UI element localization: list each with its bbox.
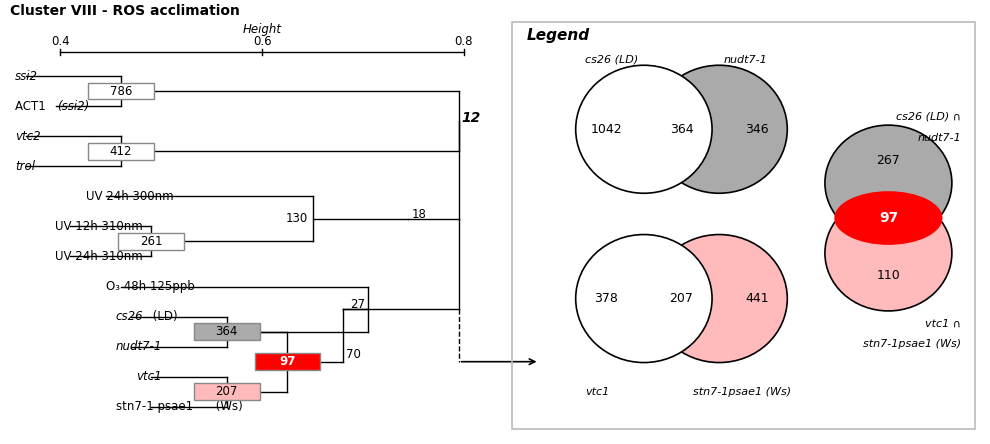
Text: 18: 18 <box>412 208 427 221</box>
Text: stn7-1psae1 (Ws): stn7-1psae1 (Ws) <box>693 387 791 397</box>
Text: (Ws): (Ws) <box>212 400 243 413</box>
Text: 267: 267 <box>876 154 900 166</box>
FancyBboxPatch shape <box>88 83 153 99</box>
FancyBboxPatch shape <box>194 323 259 340</box>
Text: 70: 70 <box>346 348 360 361</box>
Text: 0.4: 0.4 <box>51 35 69 48</box>
Text: ssi2: ssi2 <box>15 70 38 83</box>
Text: ACT1: ACT1 <box>15 100 50 113</box>
Text: (ssi2): (ssi2) <box>57 100 89 113</box>
Text: 207: 207 <box>216 385 238 398</box>
Ellipse shape <box>651 234 787 363</box>
Text: vtc1 ∩: vtc1 ∩ <box>926 318 961 328</box>
Text: 786: 786 <box>110 85 132 98</box>
Text: 12: 12 <box>461 111 481 125</box>
Text: (LD): (LD) <box>149 310 178 323</box>
Text: UV 12h 310nm: UV 12h 310nm <box>55 220 143 233</box>
Text: 130: 130 <box>285 212 308 226</box>
Ellipse shape <box>835 191 942 245</box>
Text: 378: 378 <box>594 292 618 305</box>
Text: 110: 110 <box>876 270 900 282</box>
Text: 412: 412 <box>110 145 132 158</box>
Text: Cluster VIII - ROS acclimation: Cluster VIII - ROS acclimation <box>10 4 240 19</box>
Ellipse shape <box>651 65 787 193</box>
Ellipse shape <box>576 65 712 193</box>
Text: UV 24h 300nm: UV 24h 300nm <box>85 190 173 203</box>
Text: 97: 97 <box>879 211 898 225</box>
Text: 364: 364 <box>216 325 238 338</box>
Text: 441: 441 <box>744 292 768 305</box>
Text: vtc1: vtc1 <box>136 370 161 383</box>
FancyBboxPatch shape <box>194 384 259 400</box>
Text: nudt7-1: nudt7-1 <box>116 340 162 353</box>
Text: 261: 261 <box>140 235 162 248</box>
Text: 97: 97 <box>279 355 295 368</box>
Text: UV 24h 310nm: UV 24h 310nm <box>55 250 143 263</box>
Text: stn7-1psae1 (Ws): stn7-1psae1 (Ws) <box>863 339 961 349</box>
Text: Height: Height <box>243 23 281 36</box>
Text: 0.6: 0.6 <box>252 35 271 48</box>
Ellipse shape <box>825 195 952 311</box>
FancyBboxPatch shape <box>119 233 184 250</box>
Text: 27: 27 <box>349 298 365 311</box>
Text: nudt7-1: nudt7-1 <box>724 55 767 65</box>
Text: 1042: 1042 <box>590 123 622 136</box>
Text: cs26 (LD) ∩: cs26 (LD) ∩ <box>896 112 961 122</box>
Ellipse shape <box>576 234 712 363</box>
Text: cs26 (LD): cs26 (LD) <box>585 55 639 65</box>
FancyBboxPatch shape <box>88 143 153 159</box>
Text: trol: trol <box>15 160 35 173</box>
Text: stn7-1 psae1: stn7-1 psae1 <box>116 400 193 413</box>
Text: nudt7-1: nudt7-1 <box>918 132 961 143</box>
Text: 207: 207 <box>669 292 693 305</box>
Text: cs26: cs26 <box>116 310 144 323</box>
Ellipse shape <box>825 125 952 241</box>
Text: 346: 346 <box>744 123 768 136</box>
Text: vtc2: vtc2 <box>15 130 41 143</box>
Text: O₃ 48h 125ppb: O₃ 48h 125ppb <box>106 280 194 293</box>
Text: vtc1: vtc1 <box>585 387 609 397</box>
FancyBboxPatch shape <box>254 353 320 370</box>
Text: 0.8: 0.8 <box>454 35 473 48</box>
Text: Legend: Legend <box>527 28 589 43</box>
Text: 364: 364 <box>669 123 693 136</box>
